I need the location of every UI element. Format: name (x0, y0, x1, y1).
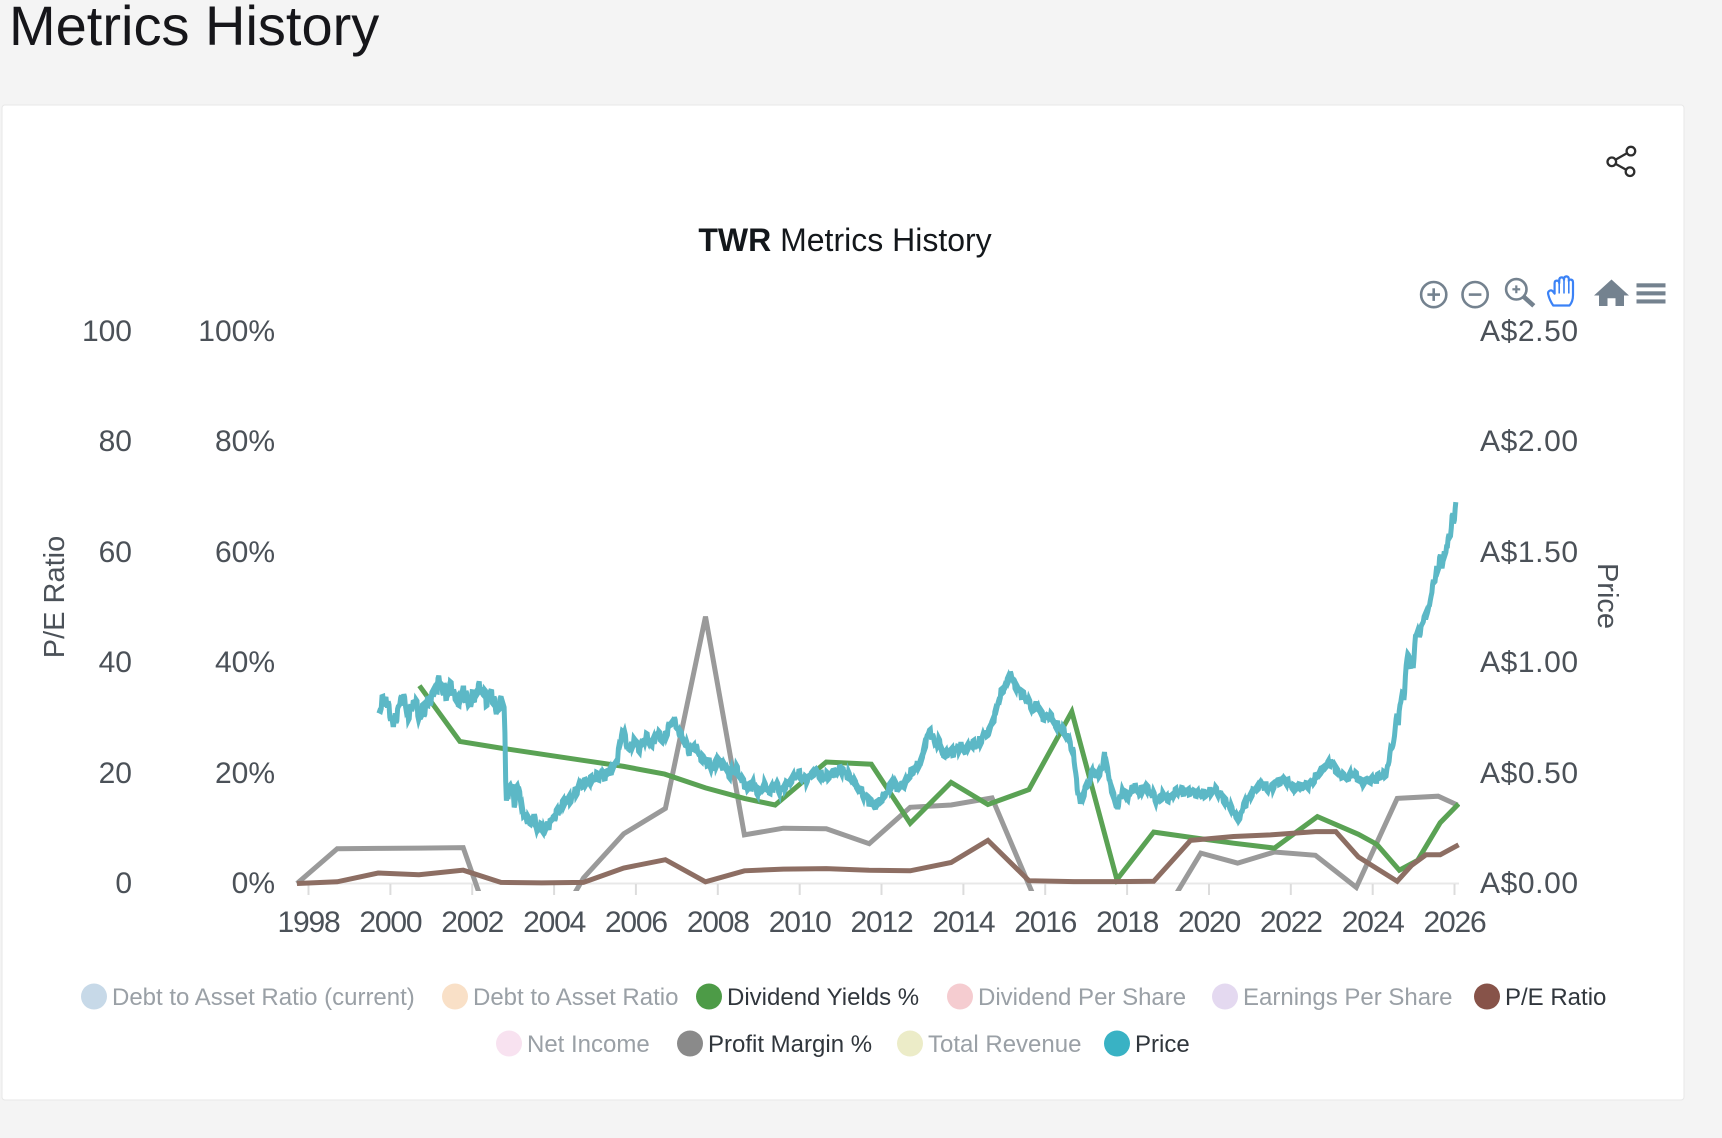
svg-text:Profit Margin %: Profit Margin % (708, 1031, 872, 1058)
svg-text:Dividend Yields %: Dividend Yields % (727, 984, 919, 1011)
svg-text:Price: Price (1591, 563, 1623, 629)
svg-text:2006: 2006 (605, 906, 667, 939)
svg-text:1998: 1998 (278, 906, 340, 939)
svg-text:Debt to Asset Ratio: Debt to Asset Ratio (473, 984, 678, 1011)
svg-text:Metrics History: Metrics History (9, 0, 379, 57)
svg-text:20: 20 (99, 757, 132, 790)
svg-text:100%: 100% (198, 315, 275, 348)
svg-text:0: 0 (115, 867, 132, 900)
svg-text:A$2.00: A$2.00 (1480, 425, 1579, 458)
svg-text:2010: 2010 (769, 906, 831, 939)
svg-text:60: 60 (99, 536, 132, 569)
svg-text:Dividend Per Share: Dividend Per Share (978, 984, 1186, 1011)
svg-text:A$0.50: A$0.50 (1480, 757, 1579, 790)
svg-text:A$2.50: A$2.50 (1480, 315, 1579, 348)
svg-text:60%: 60% (215, 536, 275, 569)
svg-text:2022: 2022 (1260, 906, 1322, 939)
svg-text:P/E Ratio: P/E Ratio (39, 536, 71, 659)
svg-text:Price: Price (1135, 1031, 1190, 1058)
svg-text:2002: 2002 (441, 906, 503, 939)
svg-text:Earnings Per Share: Earnings Per Share (1243, 984, 1452, 1011)
svg-text:A$0.00: A$0.00 (1480, 867, 1579, 900)
svg-text:2016: 2016 (1014, 906, 1076, 939)
svg-text:2018: 2018 (1096, 906, 1158, 939)
svg-text:2004: 2004 (523, 906, 585, 939)
svg-text:2024: 2024 (1342, 906, 1404, 939)
svg-text:A$1.50: A$1.50 (1480, 536, 1579, 569)
svg-text:40: 40 (99, 646, 132, 679)
svg-text:80%: 80% (215, 425, 275, 458)
svg-text:2026: 2026 (1424, 906, 1486, 939)
svg-text:20%: 20% (215, 757, 275, 790)
svg-text:2012: 2012 (851, 906, 913, 939)
svg-text:P/E Ratio: P/E Ratio (1505, 984, 1606, 1011)
svg-text:2014: 2014 (932, 906, 994, 939)
svg-text:A$1.00: A$1.00 (1480, 646, 1579, 679)
svg-text:2020: 2020 (1178, 906, 1240, 939)
svg-text:Debt to Asset Ratio (current): Debt to Asset Ratio (current) (112, 984, 415, 1011)
svg-text:Net Income: Net Income (527, 1031, 650, 1058)
svg-text:TWR Metrics History: TWR Metrics History (698, 222, 991, 258)
svg-text:40%: 40% (215, 646, 275, 679)
svg-text:0%: 0% (232, 867, 275, 900)
svg-text:2008: 2008 (687, 906, 749, 939)
svg-text:100: 100 (82, 315, 132, 348)
svg-text:2000: 2000 (359, 906, 421, 939)
svg-text:80: 80 (99, 425, 132, 458)
svg-text:Total Revenue: Total Revenue (928, 1031, 1081, 1058)
